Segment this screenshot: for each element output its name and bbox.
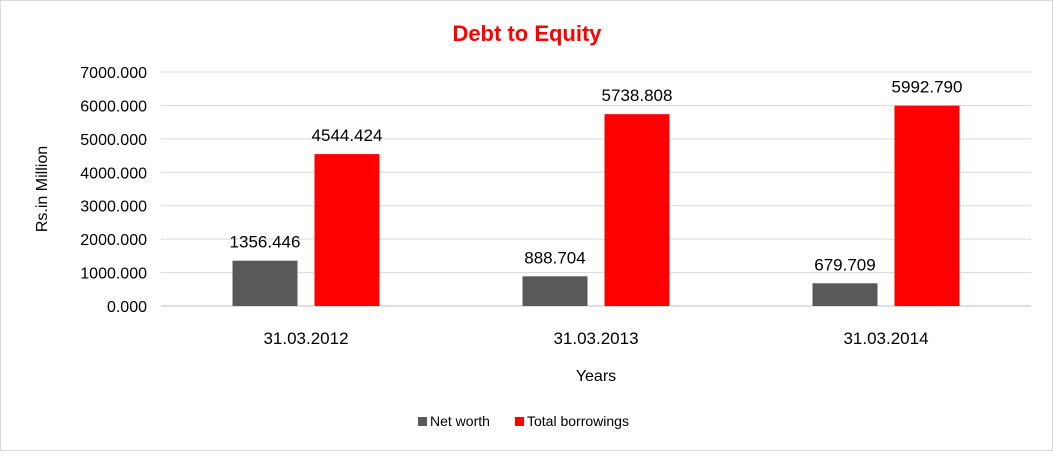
legend-label: Net worth	[430, 413, 490, 429]
data-label: 4544.424	[312, 126, 383, 145]
bar-total-borrowings	[894, 105, 960, 307]
x-axis-ticks: 31.03.2012 31.03.2013 31.03.2014	[263, 329, 928, 348]
y-tick-label: 3000.000	[80, 199, 147, 216]
legend-swatch	[418, 417, 427, 426]
y-axis-title: Rs.in Million	[34, 146, 51, 232]
y-tick-label: 5000.000	[80, 132, 147, 149]
legend-label: Total borrowings	[527, 413, 629, 429]
x-axis-title: Years	[576, 368, 616, 385]
y-tick-label: 4000.000	[80, 165, 147, 182]
data-label: 888.704	[524, 248, 585, 267]
legend: Net worth Total borrowings	[418, 413, 629, 429]
data-labels: 1356.446 4544.424 888.704 5738.808 679.709 59…	[230, 78, 963, 275]
chart-title: Debt to Equity	[452, 21, 602, 46]
y-tick-label: 6000.000	[80, 98, 147, 115]
x-tick-label: 31.03.2013	[553, 329, 638, 348]
y-tick-label: 0.000	[107, 299, 147, 316]
bar-net-worth	[232, 260, 298, 306]
gridlines	[161, 71, 1031, 307]
data-label: 1356.446	[230, 233, 301, 252]
y-tick-label: 2000.000	[80, 232, 147, 249]
bar-total-borrowings	[314, 154, 380, 306]
bars	[232, 105, 960, 307]
data-label: 5738.808	[602, 86, 673, 105]
bar-net-worth	[812, 283, 878, 306]
data-label: 5992.790	[892, 78, 963, 97]
y-tick-label: 7000.000	[80, 65, 147, 82]
x-tick-label: 31.03.2014	[843, 329, 928, 348]
bar-total-borrowings	[604, 114, 670, 306]
y-tick-label: 1000.000	[80, 266, 147, 283]
legend-swatch	[515, 417, 524, 426]
y-axis-ticks: 0.000 1000.000 2000.000 3000.000 4000.000 500…	[80, 65, 147, 316]
x-tick-label: 31.03.2012	[263, 329, 348, 348]
data-label: 679.709	[814, 255, 875, 274]
bar-net-worth	[522, 276, 588, 306]
